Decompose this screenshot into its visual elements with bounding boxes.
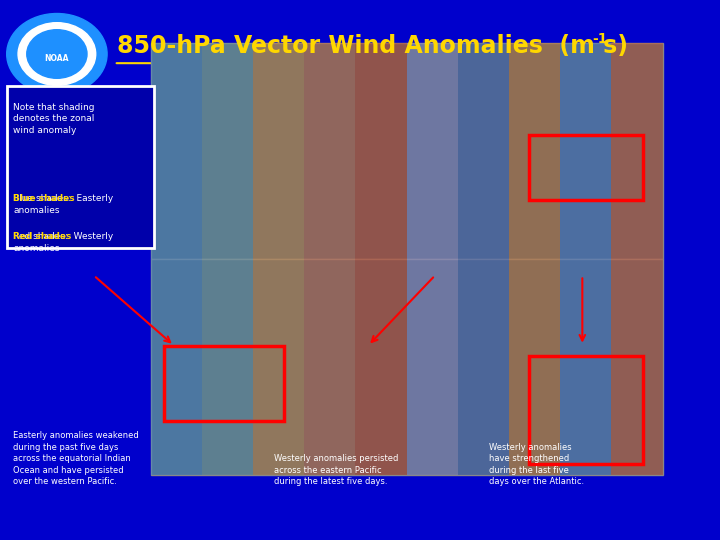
Bar xyxy=(611,43,662,259)
Circle shape xyxy=(27,30,87,78)
Text: Westerly anomalies persisted
across the eastern Pacific
during the latest five d: Westerly anomalies persisted across the … xyxy=(274,454,399,486)
Text: Red shades:  Westerly
anomalies: Red shades: Westerly anomalies xyxy=(14,232,114,253)
Bar xyxy=(560,259,611,475)
Circle shape xyxy=(18,23,96,85)
Bar xyxy=(407,259,458,475)
Bar xyxy=(150,43,202,259)
Bar xyxy=(150,43,662,259)
Bar xyxy=(164,346,284,421)
Bar xyxy=(407,43,458,259)
Text: Blue shades: Blue shades xyxy=(14,194,75,204)
Bar xyxy=(458,43,509,259)
Bar xyxy=(611,259,662,475)
Bar xyxy=(150,259,202,475)
Bar xyxy=(202,259,253,475)
Bar xyxy=(150,259,662,475)
Bar xyxy=(509,259,560,475)
Bar xyxy=(6,86,154,248)
Text: Red shades: Red shades xyxy=(14,232,72,241)
Bar xyxy=(528,356,642,464)
Bar xyxy=(305,43,356,259)
Bar xyxy=(528,135,642,200)
Bar xyxy=(253,43,305,259)
Bar xyxy=(202,43,253,259)
Bar xyxy=(305,259,356,475)
Bar xyxy=(458,259,509,475)
Bar xyxy=(356,43,407,259)
Bar xyxy=(560,43,611,259)
Text: Westerly anomalies
have strengthened
during the last five
days over the Atlantic: Westerly anomalies have strengthened dur… xyxy=(489,443,584,486)
Bar xyxy=(509,43,560,259)
Text: 850-hPa Vector Wind Anomalies  (m s): 850-hPa Vector Wind Anomalies (m s) xyxy=(117,34,628,58)
Text: Blue shades:  Easterly
anomalies: Blue shades: Easterly anomalies xyxy=(14,194,114,215)
Text: NOAA: NOAA xyxy=(45,54,69,63)
Bar xyxy=(356,259,407,475)
Text: -1: -1 xyxy=(593,32,608,46)
Text: Note that shading
denotes the zonal
wind anomaly: Note that shading denotes the zonal wind… xyxy=(14,103,95,135)
Circle shape xyxy=(6,14,107,94)
Bar xyxy=(253,259,305,475)
Text: Easterly anomalies weakened
during the past five days
across the equatorial Indi: Easterly anomalies weakened during the p… xyxy=(14,431,139,486)
